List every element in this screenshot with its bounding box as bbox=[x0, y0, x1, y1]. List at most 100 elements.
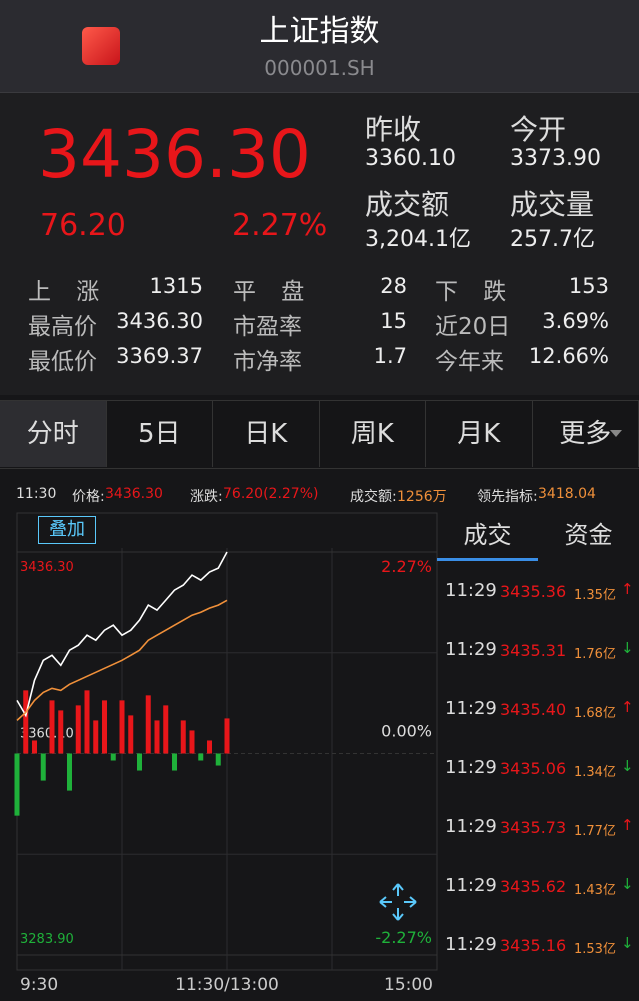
trade-price: 3435.16 bbox=[500, 936, 567, 955]
trade-arrow: ↓ bbox=[621, 639, 634, 657]
stat-value: 3436.30 bbox=[116, 309, 203, 333]
y2-tick-label: 2.27% bbox=[381, 557, 432, 576]
app-icon[interactable] bbox=[82, 27, 120, 65]
overlay-button[interactable]: 叠加 bbox=[38, 516, 96, 544]
y2-tick-label: -2.27% bbox=[375, 928, 432, 947]
stat-label: 平盘 bbox=[233, 279, 330, 305]
trade-volume: 1.34亿 bbox=[574, 765, 616, 780]
tab[interactable]: 更多 bbox=[533, 401, 639, 467]
quote-panel bbox=[0, 93, 639, 395]
stat-value: 1315 bbox=[149, 274, 203, 298]
change-pct: 2.27% bbox=[232, 208, 328, 243]
bar bbox=[189, 730, 195, 754]
bar bbox=[128, 715, 134, 754]
bar bbox=[198, 753, 204, 761]
bar bbox=[215, 753, 221, 766]
stat-label: 最低价 bbox=[28, 349, 97, 375]
bar bbox=[163, 705, 169, 754]
trade-arrow: ↑ bbox=[621, 816, 634, 834]
stat-label: 上涨 bbox=[28, 279, 125, 305]
info-value: 76.20(2.27%) bbox=[223, 486, 319, 502]
trade-price: 3435.06 bbox=[500, 759, 567, 778]
field-label: 今开 bbox=[510, 113, 567, 146]
trade-price: 3435.62 bbox=[500, 877, 567, 896]
bar bbox=[207, 740, 212, 754]
field-value: 3373.90 bbox=[510, 146, 601, 171]
trade-time: 11:29 bbox=[445, 580, 497, 601]
stat-label: 市净率 bbox=[233, 349, 302, 375]
trade-arrow: ↓ bbox=[621, 875, 634, 893]
side-tab[interactable]: 成交 bbox=[437, 515, 538, 561]
trade-time: 11:29 bbox=[445, 816, 497, 837]
trade-time: 11:29 bbox=[445, 757, 497, 778]
x-tick-label: 9:30 bbox=[20, 975, 58, 995]
bar bbox=[49, 700, 55, 754]
tab[interactable]: 月K bbox=[426, 401, 533, 467]
price-line bbox=[16, 551, 228, 718]
trade-time: 11:29 bbox=[445, 875, 497, 896]
trade-arrow: ↓ bbox=[621, 757, 634, 775]
trade-time: 11:29 bbox=[445, 698, 497, 719]
more-caret bbox=[610, 430, 622, 437]
bar bbox=[84, 690, 90, 754]
bar bbox=[58, 710, 64, 754]
stat-label: 下跌 bbox=[435, 279, 532, 305]
stat-value: 12.66% bbox=[528, 344, 609, 368]
info-time: 11:30 bbox=[16, 486, 57, 502]
stat-label: 最高价 bbox=[28, 314, 97, 340]
bar bbox=[145, 695, 151, 754]
code: 000001.SH bbox=[264, 56, 375, 80]
info-value: 3436.30 bbox=[105, 486, 163, 502]
trade-arrow: ↑ bbox=[621, 580, 634, 598]
stat-value: 28 bbox=[380, 274, 407, 298]
stat-value: 1.7 bbox=[373, 344, 407, 368]
side-tab[interactable]: 资金 bbox=[564, 521, 613, 549]
field-value: 3,204.1亿 bbox=[365, 227, 471, 252]
bar bbox=[40, 753, 46, 781]
trade-volume: 1.35亿 bbox=[574, 588, 616, 603]
trade-volume: 1.76亿 bbox=[574, 647, 616, 662]
stat-label: 今年来 bbox=[435, 349, 504, 375]
trade-time: 11:29 bbox=[445, 639, 497, 660]
tab[interactable]: 5日 bbox=[107, 401, 213, 467]
bar bbox=[137, 753, 142, 771]
trade-arrow: ↑ bbox=[621, 698, 634, 716]
y-tick-label: 3436.30 bbox=[20, 560, 74, 575]
info-value: 1256万 bbox=[397, 489, 447, 505]
tab[interactable]: 周K bbox=[320, 401, 426, 467]
bar bbox=[23, 690, 29, 754]
field-label: 成交额 bbox=[365, 188, 450, 221]
price-line bbox=[16, 599, 228, 721]
stat-value: 3.69% bbox=[542, 309, 609, 333]
info-label: 价格: bbox=[72, 489, 105, 505]
bar bbox=[172, 753, 177, 771]
bar bbox=[14, 753, 20, 816]
trade-volume: 1.53亿 bbox=[574, 942, 616, 957]
bar bbox=[93, 720, 99, 754]
bar bbox=[110, 753, 116, 761]
bar bbox=[75, 705, 81, 754]
tab[interactable]: 日K bbox=[213, 401, 320, 467]
move-icon bbox=[379, 883, 417, 921]
info-value: 3418.04 bbox=[538, 486, 596, 502]
y2-tick-label: 0.00% bbox=[381, 722, 432, 741]
title: 上证指数 bbox=[259, 14, 380, 49]
bar bbox=[67, 753, 72, 791]
x-tick-label: 15:00 bbox=[384, 975, 433, 995]
trade-price: 3435.73 bbox=[500, 818, 567, 837]
bar bbox=[154, 720, 160, 754]
stat-value: 15 bbox=[380, 309, 407, 333]
tab[interactable]: 分时 bbox=[0, 401, 107, 467]
stat-label: 近20日 bbox=[435, 314, 511, 340]
bar bbox=[32, 740, 37, 754]
trade-volume: 1.43亿 bbox=[574, 883, 616, 898]
field-value: 3360.10 bbox=[365, 146, 456, 171]
trade-volume: 1.68亿 bbox=[574, 706, 616, 721]
header: 上证指数 000001.SH bbox=[0, 0, 639, 93]
stat-value: 3369.37 bbox=[116, 344, 203, 368]
trade-time: 11:29 bbox=[445, 934, 497, 955]
x-tick-label: 11:30/13:00 bbox=[175, 975, 279, 995]
trade-price: 3435.31 bbox=[500, 641, 567, 660]
info-label: 成交额: bbox=[350, 489, 397, 505]
